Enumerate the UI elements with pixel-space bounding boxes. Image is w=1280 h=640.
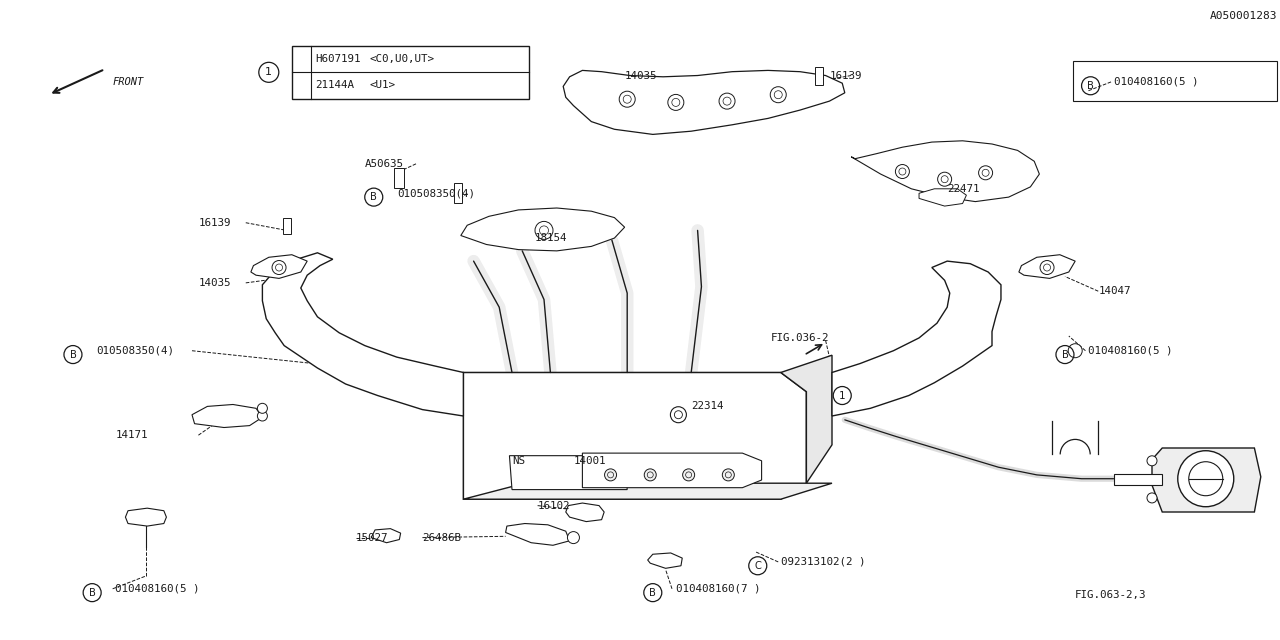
Text: 22314: 22314 <box>691 401 723 412</box>
Text: 26486B: 26486B <box>422 532 461 543</box>
Polygon shape <box>781 355 832 483</box>
Bar <box>292 46 529 99</box>
Text: B: B <box>69 349 77 360</box>
Polygon shape <box>509 456 627 490</box>
Text: 010408160(7 ): 010408160(7 ) <box>676 584 760 594</box>
Polygon shape <box>563 70 845 134</box>
Polygon shape <box>463 372 806 499</box>
Circle shape <box>620 92 635 107</box>
Circle shape <box>1041 260 1053 275</box>
Text: B: B <box>88 588 96 598</box>
Text: 22471: 22471 <box>947 184 979 195</box>
Bar <box>1073 61 1277 101</box>
Bar <box>283 218 291 234</box>
Text: 092313102(2 ): 092313102(2 ) <box>781 557 865 567</box>
Text: 1: 1 <box>265 67 273 77</box>
Text: A050001283: A050001283 <box>1210 11 1277 21</box>
Polygon shape <box>463 483 832 499</box>
Circle shape <box>535 221 553 239</box>
Circle shape <box>1178 451 1234 507</box>
Circle shape <box>257 411 268 421</box>
Text: <U1>: <U1> <box>369 81 396 90</box>
Polygon shape <box>648 553 682 568</box>
Text: 14047: 14047 <box>1098 286 1130 296</box>
Circle shape <box>1147 493 1157 503</box>
Circle shape <box>671 407 686 423</box>
Circle shape <box>604 469 617 481</box>
Circle shape <box>722 469 735 481</box>
Text: B: B <box>649 588 657 598</box>
Text: FRONT: FRONT <box>113 77 145 87</box>
Text: NS: NS <box>512 456 525 466</box>
Text: 14035: 14035 <box>625 70 657 81</box>
Circle shape <box>979 166 992 180</box>
Polygon shape <box>251 255 307 278</box>
Text: 14035: 14035 <box>198 278 230 288</box>
Polygon shape <box>1152 448 1261 512</box>
Text: 16102: 16102 <box>538 500 570 511</box>
Polygon shape <box>1019 255 1075 278</box>
Polygon shape <box>192 404 262 428</box>
Bar <box>394 168 404 188</box>
Text: FIG.036-2: FIG.036-2 <box>771 333 829 343</box>
Text: FIG.063-2,3: FIG.063-2,3 <box>1075 590 1147 600</box>
Circle shape <box>938 172 951 186</box>
Text: B: B <box>370 192 378 202</box>
Text: B: B <box>1061 349 1069 360</box>
Circle shape <box>644 469 657 481</box>
Text: 1: 1 <box>838 390 846 401</box>
Text: A50635: A50635 <box>365 159 403 169</box>
Text: B: B <box>1087 81 1094 91</box>
Polygon shape <box>919 189 966 206</box>
Polygon shape <box>262 253 463 416</box>
Bar <box>815 67 823 84</box>
Polygon shape <box>506 524 570 545</box>
Polygon shape <box>461 208 625 251</box>
Circle shape <box>682 469 695 481</box>
Polygon shape <box>582 453 762 488</box>
Circle shape <box>771 86 786 102</box>
Polygon shape <box>125 508 166 526</box>
Circle shape <box>273 260 285 275</box>
Text: 14001: 14001 <box>573 456 605 466</box>
Text: 010408160(5 ): 010408160(5 ) <box>1088 346 1172 356</box>
Circle shape <box>719 93 735 109</box>
Polygon shape <box>566 503 604 522</box>
Text: H607191: H607191 <box>315 54 360 64</box>
Polygon shape <box>371 529 401 543</box>
Text: 21144A: 21144A <box>315 81 353 90</box>
Circle shape <box>257 403 268 413</box>
Text: 16139: 16139 <box>198 218 230 228</box>
Text: 010408160(5 ): 010408160(5 ) <box>115 584 200 594</box>
Text: C: C <box>754 561 762 571</box>
Text: 010508350(4): 010508350(4) <box>397 188 475 198</box>
Text: 010508350(4): 010508350(4) <box>96 346 174 356</box>
Text: <C0,U0,UT>: <C0,U0,UT> <box>369 54 434 64</box>
Circle shape <box>1069 344 1082 358</box>
Circle shape <box>896 164 909 179</box>
Text: 18154: 18154 <box>535 233 567 243</box>
Polygon shape <box>851 141 1039 202</box>
Text: 15027: 15027 <box>356 532 388 543</box>
Text: 010408160(5 ): 010408160(5 ) <box>1114 77 1198 87</box>
Bar <box>454 183 462 204</box>
Circle shape <box>668 94 684 110</box>
Text: 14171: 14171 <box>115 430 147 440</box>
Polygon shape <box>1114 474 1162 485</box>
Polygon shape <box>832 261 1001 416</box>
Text: 16139: 16139 <box>829 70 861 81</box>
Circle shape <box>567 532 580 543</box>
Circle shape <box>1147 456 1157 466</box>
